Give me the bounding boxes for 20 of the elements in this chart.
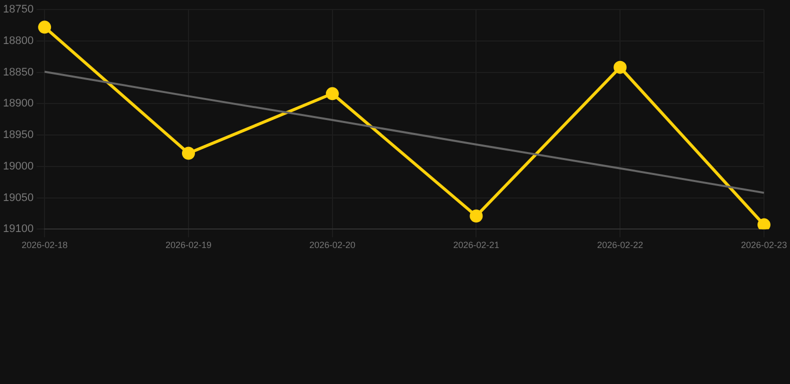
y-tick-label: 18800 xyxy=(2,35,34,48)
y-tick-label: 18900 xyxy=(2,98,34,110)
x-tick-label: 2026-02-18 xyxy=(22,240,68,250)
y-tick-label: 18850 xyxy=(2,66,34,78)
y-tick-label: 19050 xyxy=(2,192,34,204)
point xyxy=(38,20,52,34)
y-tick-label: 19000 xyxy=(2,160,34,172)
x-tick-label: 2026-02-20 xyxy=(309,240,356,250)
point xyxy=(757,218,770,230)
x-tick-label: 2026-02-19 xyxy=(165,240,212,250)
point xyxy=(614,60,627,74)
y-tick-label: 18950 xyxy=(2,129,34,142)
point xyxy=(470,210,483,223)
x-tick-label: 2026-02-21 xyxy=(453,240,500,250)
point xyxy=(326,87,339,100)
y-tick-label: 19100 xyxy=(2,223,34,236)
x-tick-label: 2026-02-23 xyxy=(740,240,788,250)
y-tick-label: 18750 xyxy=(2,4,34,16)
point xyxy=(182,146,195,160)
x-tick-label: 2026-02-22 xyxy=(597,240,644,250)
